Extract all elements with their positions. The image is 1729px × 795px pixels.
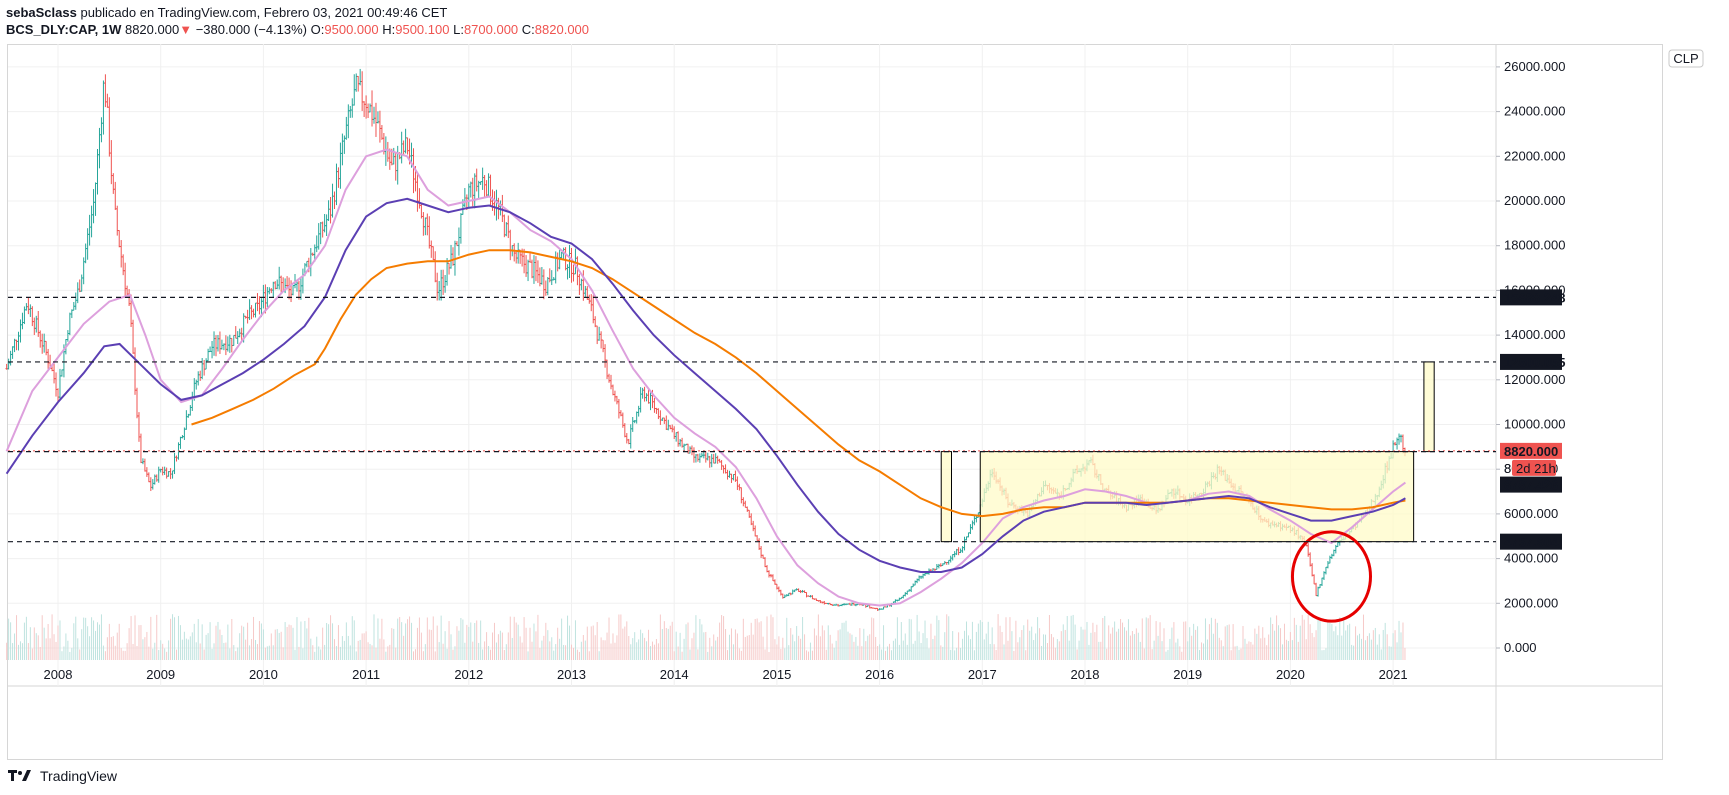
x-tick-label: 2017 <box>968 667 997 682</box>
x-tick-label: 2012 <box>454 667 483 682</box>
x-tick-label: 2009 <box>146 667 175 682</box>
price-level-label-bg <box>1500 289 1562 306</box>
tradingview-logo-icon <box>8 770 31 781</box>
price-level-label-bg <box>1500 533 1562 550</box>
open-label: O: <box>310 22 325 37</box>
low-label: L: <box>453 22 464 37</box>
x-tick-label: 2020 <box>1276 667 1305 682</box>
currency-button[interactable]: CLP <box>1668 49 1704 68</box>
x-tick-label: 2010 <box>249 667 278 682</box>
y-tick-label: 14000.000 <box>1504 327 1565 342</box>
y-tick-label: 26000.000 <box>1504 59 1565 74</box>
price-level-label: 12800.055 <box>1504 355 1565 370</box>
footer: TradingView <box>8 768 117 784</box>
grid-lines <box>7 44 1662 760</box>
x-tick-label: 2016 <box>865 667 894 682</box>
countdown-bg <box>1512 459 1556 476</box>
y-tick-label: 18000.000 <box>1504 238 1565 253</box>
high-label: H: <box>382 22 396 37</box>
y-tick-label: 22000.000 <box>1504 148 1565 163</box>
price-level-label-bg <box>1500 353 1562 370</box>
moving-averages <box>5 148 1406 623</box>
currency-label[interactable]: CLP <box>1673 51 1698 66</box>
x-tick-label: 2018 <box>1071 667 1100 682</box>
x-tick-label: 2008 <box>44 667 73 682</box>
x-tick-label: 2015 <box>762 667 791 682</box>
published-text: publicado en TradingView.com, Febrero 03… <box>80 5 448 20</box>
price-level-label-bg <box>1500 442 1562 459</box>
high-value: 9500.100 <box>395 22 450 37</box>
price-level-label: 8787.426 <box>1504 478 1558 493</box>
brand-name: TradingView <box>40 768 118 784</box>
volume-bars <box>6 614 1406 660</box>
x-tick-label: 2019 <box>1173 667 1202 682</box>
y-tick-label: 10000.000 <box>1504 417 1565 432</box>
ma-mid-line <box>5 197 1406 573</box>
y-tick-label: 4000.000 <box>1504 551 1558 566</box>
x-tick-label: 2013 <box>557 667 586 682</box>
publish-info: sebaSclass publicado en TradingView.com,… <box>6 5 447 20</box>
x-tick-label: 2021 <box>1379 667 1408 682</box>
last-price: 8820.000 <box>124 22 180 37</box>
y-tick-label: 0.000 <box>1504 640 1537 655</box>
annotation-rectangle-2 <box>1423 361 1435 453</box>
price-level-label: 15688.248 <box>1504 290 1565 305</box>
annotation-circle <box>1290 530 1373 623</box>
low-value: 8700.000 <box>463 22 519 37</box>
y-tick-label: 20000.000 <box>1504 193 1565 208</box>
price-axis-labels: 15688.248 12800.055 8820.000 8787.426 4757.6… <box>1500 289 1565 550</box>
price-level-label: 4757.604 <box>1504 535 1559 550</box>
author-name: sebaSclass <box>6 5 77 20</box>
price-levels <box>8 296 1496 543</box>
close-label: C: <box>521 22 535 37</box>
x-tick-label: 2014 <box>660 667 689 682</box>
chart-frame <box>7 44 1663 760</box>
countdown-label: 2d 21h <box>1516 461 1556 476</box>
symbol-label: BCS_DLY:CAP, 1W <box>6 22 122 37</box>
price-change: −380.000 (−4.13%) <box>195 22 308 37</box>
y-tick-label: 2000.000 <box>1504 595 1558 610</box>
time-axis: 2008 2009 2010 2011 2012 2013 2014 2015 2016 2017… <box>44 667 1408 682</box>
annotation-rectangle-0 <box>940 451 952 543</box>
ohlc-legend: BCS_DLY:CAP, 1W 8820.000▼ −380.000 (−4.1… <box>6 22 589 37</box>
open-value: 9500.000 <box>324 22 379 37</box>
y-tick-label: 12000.000 <box>1504 372 1565 387</box>
candles <box>5 68 1407 611</box>
price-level-label: 8820.000 <box>1504 444 1558 459</box>
x-tick-label: 2011 <box>352 667 380 682</box>
price-level-label-bg <box>1500 476 1562 493</box>
close-value: 8820.000 <box>534 22 590 37</box>
down-arrow-icon: ▼ <box>179 22 193 37</box>
y-tick-label: 6000.000 <box>1504 506 1558 521</box>
y-tick-label: 24000.000 <box>1504 104 1565 119</box>
